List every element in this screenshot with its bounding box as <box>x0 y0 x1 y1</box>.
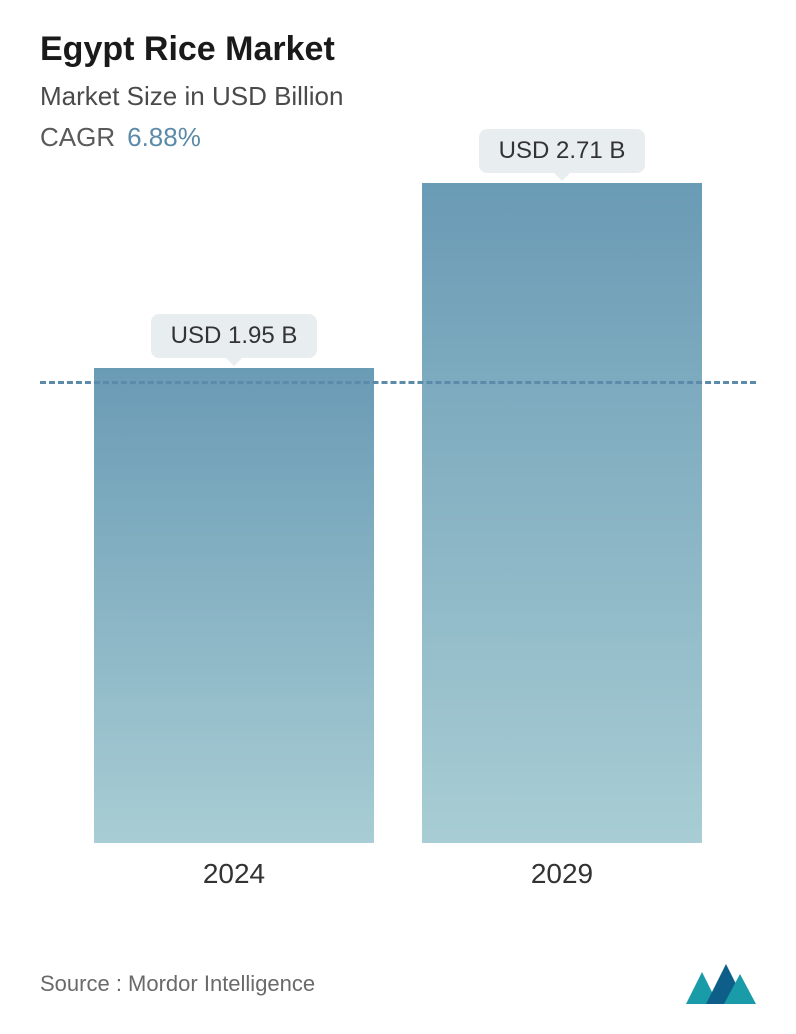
bar-0 <box>94 368 374 843</box>
cagr-value: 6.88% <box>127 122 201 153</box>
chart-footer: Source : Mordor Intelligence <box>40 964 756 1004</box>
logo-icon <box>686 964 756 1004</box>
mordor-logo-icon <box>686 964 756 1004</box>
x-label-1: 2029 <box>422 858 702 890</box>
value-badge-0: USD 1.95 B <box>151 314 318 358</box>
bar-wrapper-1: USD 2.71 B <box>422 129 702 843</box>
bar-1 <box>422 183 702 843</box>
cagr-label: CAGR <box>40 122 115 153</box>
bars-container: USD 1.95 B USD 2.71 B <box>40 183 756 843</box>
x-axis-labels: 2024 2029 <box>40 858 756 890</box>
bar-wrapper-0: USD 1.95 B <box>94 314 374 843</box>
source-text: Source : Mordor Intelligence <box>40 971 315 997</box>
x-label-0: 2024 <box>94 858 374 890</box>
chart-area: USD 1.95 B USD 2.71 B 2024 2029 <box>40 183 756 903</box>
reference-line <box>40 381 756 384</box>
chart-subtitle: Market Size in USD Billion <box>40 81 756 112</box>
chart-title: Egypt Rice Market <box>40 30 756 69</box>
value-badge-1: USD 2.71 B <box>479 129 646 173</box>
